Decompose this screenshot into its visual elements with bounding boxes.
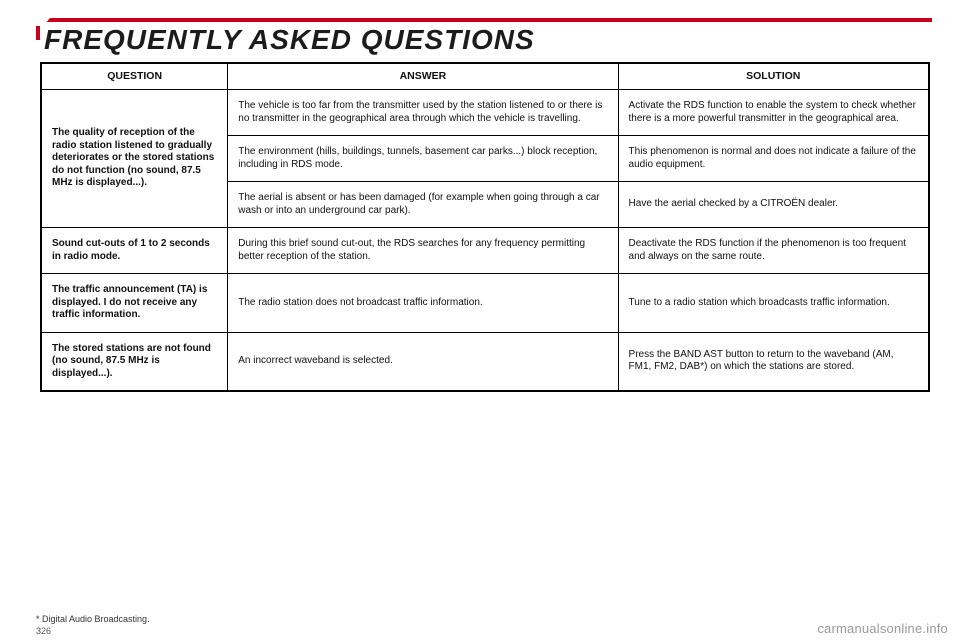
- cell-solution: Press the BAND AST button to return to t…: [618, 332, 928, 391]
- cell-answer: The aerial is absent or has been damaged…: [228, 182, 618, 228]
- cell-question: Sound cut-outs of 1 to 2 seconds in radi…: [42, 228, 228, 274]
- header-accent: FREQUENTLY ASKED QUESTIONS: [36, 18, 932, 58]
- footnote: * Digital Audio Broadcasting.: [36, 614, 150, 624]
- cell-answer: An incorrect waveband is selected.: [228, 332, 618, 391]
- cell-solution: This phenomenon is normal and does not i…: [618, 136, 928, 182]
- page-number: 326: [36, 626, 51, 636]
- faq-table: QUESTION ANSWER SOLUTION The quality of …: [41, 63, 929, 391]
- table-header-row: QUESTION ANSWER SOLUTION: [42, 64, 929, 90]
- table-row: Sound cut-outs of 1 to 2 seconds in radi…: [42, 228, 929, 274]
- table-row: The quality of reception of the radio st…: [42, 90, 929, 136]
- cell-answer: During this brief sound cut-out, the RDS…: [228, 228, 618, 274]
- faq-frame: QUESTION ANSWER SOLUTION The quality of …: [40, 62, 930, 392]
- watermark: carmanualsonline.info: [817, 621, 948, 636]
- table-row: The traffic announcement (TA) is display…: [42, 274, 929, 333]
- col-header-solution: SOLUTION: [618, 64, 928, 90]
- table-row: The stored stations are not found (no so…: [42, 332, 929, 391]
- page-title: FREQUENTLY ASKED QUESTIONS: [44, 24, 535, 56]
- cell-solution: Tune to a radio station which broadcasts…: [618, 274, 928, 333]
- cell-solution: Deactivate the RDS function if the pheno…: [618, 228, 928, 274]
- manual-page: FREQUENTLY ASKED QUESTIONS QUESTION ANSW…: [0, 0, 960, 640]
- col-header-question: QUESTION: [42, 64, 228, 90]
- cell-answer: The vehicle is too far from the transmit…: [228, 90, 618, 136]
- cell-answer: The radio station does not broadcast tra…: [228, 274, 618, 333]
- cell-solution: Activate the RDS function to enable the …: [618, 90, 928, 136]
- col-header-answer: ANSWER: [228, 64, 618, 90]
- cell-answer: The environment (hills, buildings, tunne…: [228, 136, 618, 182]
- cell-question: The traffic announcement (TA) is display…: [42, 274, 228, 333]
- title-bar: FREQUENTLY ASKED QUESTIONS: [42, 24, 543, 58]
- cell-question: The quality of reception of the radio st…: [42, 90, 228, 228]
- cell-question: The stored stations are not found (no so…: [42, 332, 228, 391]
- cell-solution: Have the aerial checked by a CITROËN dea…: [618, 182, 928, 228]
